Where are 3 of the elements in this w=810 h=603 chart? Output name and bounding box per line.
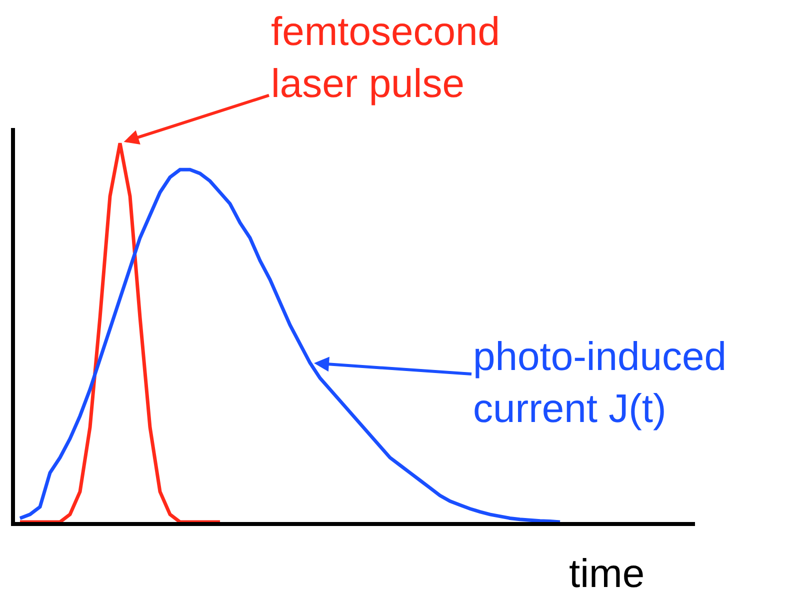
- annotation: photo-induced current J(t): [473, 335, 727, 431]
- text: femtosecond laser pulse: [271, 10, 500, 106]
- x-axis-title: time: [569, 552, 645, 596]
